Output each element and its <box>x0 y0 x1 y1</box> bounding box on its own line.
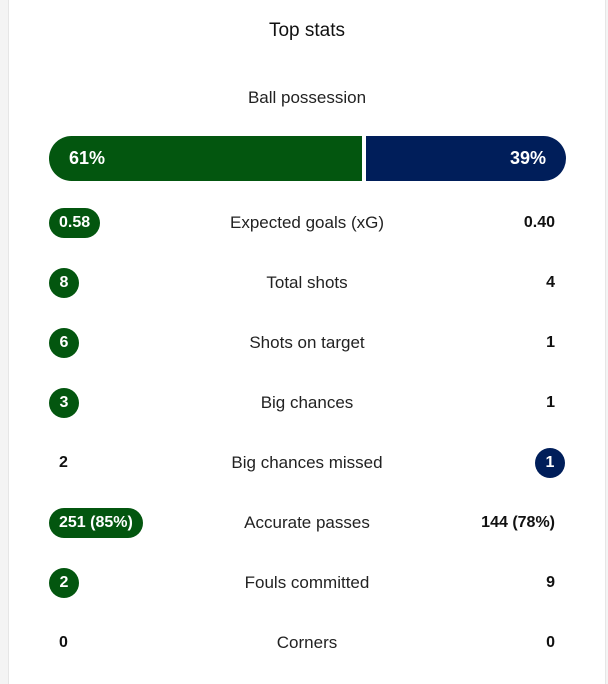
possession-away-value: 39% <box>509 148 546 168</box>
possession-divider <box>362 136 366 181</box>
possession-bar: 61% 39% <box>49 136 566 181</box>
stat-home-value: 2 <box>49 568 79 598</box>
stat-label: Accurate passes <box>244 513 370 532</box>
stat-home-value: 251 (85%) <box>49 508 143 538</box>
stat-row-accurate-passes: 251 (85%) Accurate passes 144 (78%) <box>9 506 605 540</box>
stat-home-value: 0 <box>59 634 68 651</box>
possession-home-segment: 61% <box>49 136 362 181</box>
possession-away-segment: 39% <box>366 136 566 181</box>
stat-away-value: 4 <box>546 274 555 291</box>
top-stats-card: Top stats Ball possession 61% 39% 0.58 E… <box>8 0 606 684</box>
stat-label: Big chances <box>260 393 354 412</box>
stat-row-fouls-committed: 2 Fouls committed 9 <box>9 566 605 600</box>
stat-home-value: 6 <box>49 328 79 358</box>
stat-home-value: 3 <box>49 388 79 418</box>
stat-away-value: 1 <box>546 394 555 411</box>
section-title: Top stats <box>268 20 346 41</box>
stat-away-value: 0.40 <box>523 214 555 231</box>
stat-away-value: 144 (78%) <box>481 514 555 531</box>
stat-label: Shots on target <box>249 333 365 352</box>
stat-label: Fouls committed <box>244 573 370 592</box>
ball-possession-label: Ball possession <box>247 88 367 107</box>
stat-row-shots-on-target: 6 Shots on target 1 <box>9 326 605 360</box>
stat-label: Big chances missed <box>231 453 383 472</box>
stat-label: Total shots <box>266 273 348 292</box>
stat-away-value: 9 <box>546 574 555 591</box>
stat-away-value: 0 <box>546 634 555 651</box>
stat-home-value: 8 <box>49 268 79 298</box>
stat-home-value: 2 <box>59 454 68 471</box>
stat-away-value: 1 <box>546 334 555 351</box>
stat-row-total-shots: 8 Total shots 4 <box>9 266 605 300</box>
stat-home-value: 0.58 <box>49 208 101 238</box>
stat-row-corners: 0 Corners 0 <box>9 626 605 660</box>
stat-label: Corners <box>276 633 338 652</box>
stat-away-value: 1 <box>535 448 565 478</box>
stat-label: Expected goals (xG) <box>229 213 384 232</box>
stat-row-big-chances: 3 Big chances 1 <box>9 386 605 420</box>
possession-home-value: 61% <box>69 148 106 168</box>
stat-row-expected-goals: 0.58 Expected goals (xG) 0.40 <box>9 206 605 240</box>
stat-row-big-chances-missed: 2 Big chances missed 1 <box>9 446 605 480</box>
